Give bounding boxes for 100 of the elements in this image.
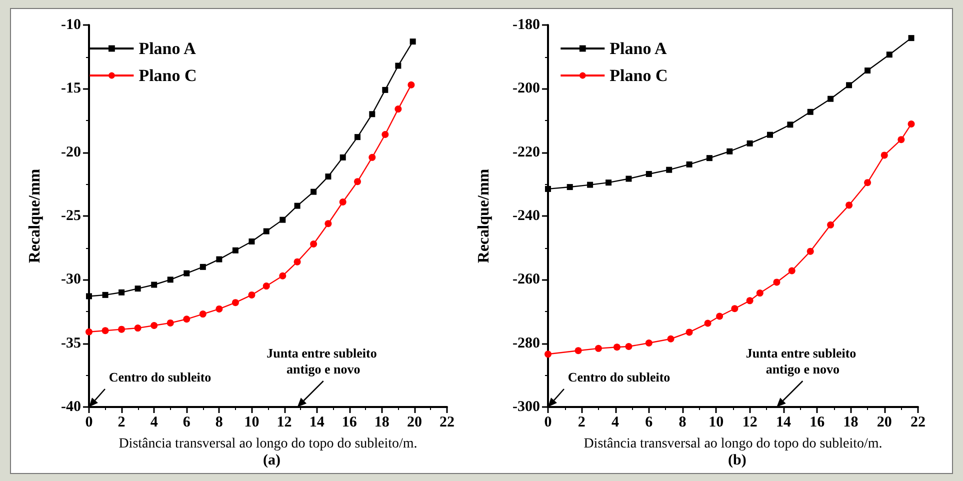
- point: [594, 344, 602, 352]
- point: [613, 344, 620, 351]
- point: [382, 86, 388, 93]
- point: [545, 186, 551, 192]
- point: [898, 136, 905, 144]
- point: [626, 176, 632, 182]
- point: [726, 148, 733, 154]
- point: [846, 202, 853, 209]
- x-tick-label: 14: [776, 414, 792, 430]
- point: [886, 52, 892, 58]
- x-tick-label: 6: [645, 414, 654, 430]
- point: [625, 343, 632, 350]
- point: [394, 106, 402, 113]
- point: [102, 292, 108, 298]
- point: [827, 221, 834, 228]
- point: [706, 155, 712, 162]
- legend-label: Plano A: [610, 39, 668, 58]
- point: [746, 297, 754, 304]
- point: [118, 326, 126, 333]
- point: [184, 270, 190, 276]
- point: [294, 202, 300, 209]
- text: (b): [728, 452, 746, 468]
- x-tick-label: 22: [910, 414, 926, 430]
- point: [408, 81, 415, 88]
- y-tick-label: -15: [61, 80, 81, 97]
- point: [864, 68, 871, 74]
- x-tick-label: 14: [309, 414, 325, 430]
- point: [773, 278, 780, 286]
- x-tick-label: 0: [544, 414, 552, 430]
- point: [369, 111, 376, 118]
- point: [908, 35, 914, 42]
- x-tick-label: 12: [276, 414, 292, 430]
- x-tick-label: 16: [342, 414, 358, 430]
- point: [746, 140, 753, 146]
- point: [263, 228, 270, 234]
- point: [118, 289, 125, 296]
- y-axis-title: Recalque/mm: [476, 168, 492, 264]
- annotation: Junta entre subleito antigo e novo: [266, 346, 380, 376]
- text: (a): [263, 452, 280, 468]
- point: [846, 82, 852, 88]
- y-tick-label: -20: [61, 144, 81, 160]
- point: [880, 152, 888, 159]
- point: [587, 182, 594, 188]
- point: [248, 291, 256, 298]
- x-axis-title: Distância transversal ao longo do topo do subleito/m.: [118, 436, 418, 452]
- x-tick-label: 16: [810, 414, 826, 430]
- point: [667, 335, 674, 342]
- point: [216, 305, 223, 312]
- y-tick-label: -35: [61, 335, 81, 352]
- annotation: Centro do subleito: [108, 370, 212, 384]
- point: [248, 238, 255, 244]
- y-tick-label: -180: [512, 17, 540, 33]
- point: [368, 154, 376, 161]
- x-tick-label: 18: [374, 414, 390, 430]
- point: [666, 166, 672, 173]
- point: [151, 282, 158, 288]
- y-tick-label: -280: [512, 335, 540, 352]
- point: [166, 319, 174, 326]
- point: [686, 328, 693, 336]
- point: [807, 108, 814, 115]
- y-tick-label: -220: [512, 144, 540, 160]
- y-tick-label: -200: [512, 80, 540, 97]
- x-tick-label: 10: [244, 414, 260, 430]
- x-axis-title: Distância transversal ao longo do topo do subleito/m.: [584, 436, 882, 452]
- point: [167, 276, 174, 283]
- point: [787, 122, 794, 128]
- point: [310, 240, 318, 248]
- point: [183, 316, 190, 323]
- point: [574, 347, 582, 354]
- point: [716, 312, 724, 320]
- y-tick-label: -25: [61, 208, 81, 224]
- legend-label: Plano C: [138, 66, 197, 85]
- point: [767, 132, 773, 138]
- point: [216, 256, 222, 262]
- point: [324, 220, 332, 228]
- point: [150, 322, 158, 330]
- y-tick-label: -240: [512, 208, 540, 224]
- point: [686, 161, 692, 168]
- point: [704, 320, 712, 327]
- x-tick-label: 10: [708, 414, 724, 430]
- point: [134, 324, 142, 332]
- x-tick-label: 0: [85, 414, 93, 430]
- y-tick-label: -40: [61, 399, 81, 415]
- point: [232, 299, 239, 306]
- x-tick-label: 22: [440, 414, 454, 430]
- y-tick-label: -260: [512, 272, 540, 288]
- point: [864, 179, 872, 186]
- point: [199, 310, 206, 318]
- y-tick-label: -30: [61, 272, 81, 288]
- point: [645, 340, 652, 347]
- point: [646, 170, 652, 177]
- legend-label: Plano A: [138, 39, 197, 58]
- point: [340, 154, 346, 160]
- x-tick-label: 6: [182, 414, 191, 430]
- y-tick-label: -10: [61, 17, 81, 33]
- point: [310, 188, 317, 195]
- point: [395, 62, 402, 69]
- annotation: Centro do subleito: [568, 370, 670, 384]
- point: [606, 180, 612, 186]
- x-tick-label: 4: [150, 414, 158, 430]
